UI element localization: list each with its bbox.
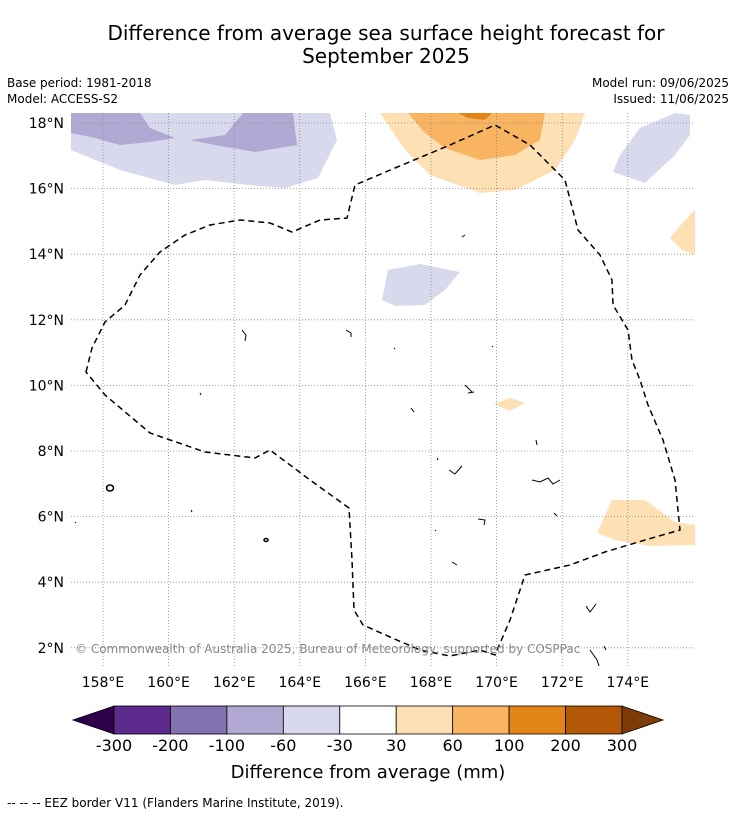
anomaly-fill-pos-30-small bbox=[494, 398, 525, 411]
colorbar-segment bbox=[170, 705, 228, 735]
colorbar-segment bbox=[508, 705, 566, 735]
latitude-labels: 18°N 16°N 14°N 12°N 10°N 8°N 6°N 4°N 2°N bbox=[29, 116, 64, 657]
longitude-label: 158°E bbox=[82, 675, 125, 691]
anomaly-fill-pos-30-south bbox=[597, 500, 695, 546]
island bbox=[345, 329, 352, 337]
title-line-2: September 2025 bbox=[302, 44, 470, 68]
longitude-label: 174°E bbox=[607, 675, 650, 691]
longitude-label: 162°E bbox=[213, 675, 256, 691]
island bbox=[105, 484, 115, 492]
colorbar-tick-label: 30 bbox=[386, 736, 406, 755]
island bbox=[241, 329, 247, 342]
island bbox=[589, 649, 600, 666]
longitude-label: 166°E bbox=[344, 675, 387, 691]
colorbar-tick-label: 200 bbox=[550, 736, 581, 755]
colorbar-tick-label: -30 bbox=[327, 736, 353, 755]
colorbar: -300 -200 -100 -60 -30 30 60 100 200 300 Differen… bbox=[71, 705, 665, 783]
island bbox=[531, 477, 561, 485]
latitude-label: 8°N bbox=[38, 444, 64, 460]
model-name: Model: ACCESS-S2 bbox=[7, 92, 119, 106]
longitude-label: 164°E bbox=[279, 675, 322, 691]
colorbar-tick-label: 300 bbox=[607, 736, 638, 755]
longitude-label: 172°E bbox=[541, 675, 584, 691]
meta-left: Base period: 1981-2018 Model: ACCESS-S2 bbox=[7, 75, 152, 107]
anomaly-fill-pos-30-east bbox=[670, 210, 695, 255]
latitude-label: 2°N bbox=[38, 641, 64, 657]
colorbar-tick-label: 100 bbox=[494, 736, 525, 755]
title-line-1: Difference from average sea surface heig… bbox=[107, 21, 665, 45]
colorbar-tick-label: -100 bbox=[209, 736, 245, 755]
island bbox=[74, 521, 77, 524]
island bbox=[603, 645, 607, 651]
latitude-label: 4°N bbox=[38, 575, 64, 591]
anomaly-fill-neg-60-centre bbox=[190, 113, 297, 152]
colorbar-extend-high bbox=[621, 705, 665, 735]
longitude-label: 160°E bbox=[147, 675, 190, 691]
island bbox=[553, 512, 558, 517]
island bbox=[477, 518, 486, 526]
longitude-labels: 158°E 160°E 162°E 164°E 166°E 168°E 170°E 172°E… bbox=[82, 675, 649, 691]
anomaly-fill-neg-30-east bbox=[613, 113, 690, 183]
colorbar-labels: -300 -200 -100 -60 -30 30 60 100 200 300 bbox=[96, 736, 637, 755]
colorbar-segment bbox=[452, 705, 510, 735]
island bbox=[491, 345, 494, 348]
colorbar-segments bbox=[71, 705, 665, 735]
anomaly-fill-pos-100-north bbox=[458, 113, 492, 120]
island bbox=[410, 407, 415, 413]
island bbox=[451, 561, 458, 566]
island bbox=[436, 457, 439, 461]
colorbar-tick-label: 60 bbox=[442, 736, 462, 755]
latitude-label: 18°N bbox=[29, 116, 64, 132]
latitude-label: 14°N bbox=[29, 247, 64, 263]
latitude-label: 12°N bbox=[29, 313, 64, 329]
copyright-notice: © Commonwealth of Australia 2025, Bureau… bbox=[75, 642, 580, 656]
latitude-label: 16°N bbox=[29, 182, 64, 198]
issued-date: Issued: 11/06/2025 bbox=[613, 92, 729, 106]
island bbox=[585, 603, 597, 613]
colorbar-segment bbox=[282, 705, 341, 735]
latitude-label: 10°N bbox=[29, 378, 64, 394]
base-period: Base period: 1981-2018 bbox=[7, 76, 152, 90]
colorbar-segment bbox=[565, 705, 623, 735]
colorbar-tick-label: -200 bbox=[152, 736, 188, 755]
latitude-label: 6°N bbox=[38, 510, 64, 526]
graticule bbox=[71, 113, 695, 666]
island bbox=[393, 347, 396, 350]
islands bbox=[74, 234, 607, 666]
island bbox=[448, 465, 463, 475]
island bbox=[464, 384, 473, 393]
meta-right: Model run: 09/06/2025 Issued: 11/06/2025 bbox=[592, 75, 729, 107]
colorbar-tick-label: -60 bbox=[270, 736, 296, 755]
island bbox=[199, 392, 202, 396]
island bbox=[434, 529, 437, 532]
eez-legend-note: -- -- -- EEZ border V11 (Flanders Marine… bbox=[7, 796, 344, 810]
colorbar-segment bbox=[113, 705, 171, 735]
island bbox=[535, 439, 538, 446]
colorbar-title: Difference from average (mm) bbox=[231, 762, 506, 783]
map-area: © Commonwealth of Australia 2025, Bureau… bbox=[71, 113, 695, 666]
colorbar-segment bbox=[395, 705, 454, 735]
island bbox=[461, 234, 466, 238]
longitude-label: 170°E bbox=[475, 675, 518, 691]
map-title: Difference from average sea surface heig… bbox=[0, 22, 736, 68]
island bbox=[467, 391, 475, 394]
eez-border bbox=[85, 124, 681, 657]
colorbar-tick-label: -300 bbox=[96, 736, 132, 755]
model-run: Model run: 09/06/2025 bbox=[591, 76, 729, 90]
colorbar-segment bbox=[339, 705, 397, 735]
longitude-label: 168°E bbox=[410, 675, 453, 691]
island bbox=[263, 537, 269, 543]
island bbox=[190, 509, 193, 513]
anomaly-fill-neg-60-west bbox=[71, 113, 175, 145]
colorbar-segment bbox=[226, 705, 284, 735]
colorbar-extend-low bbox=[71, 705, 115, 735]
anomaly-fill-pos-60-north bbox=[408, 113, 545, 160]
anomaly-fill-neg-30-mid bbox=[382, 264, 460, 306]
